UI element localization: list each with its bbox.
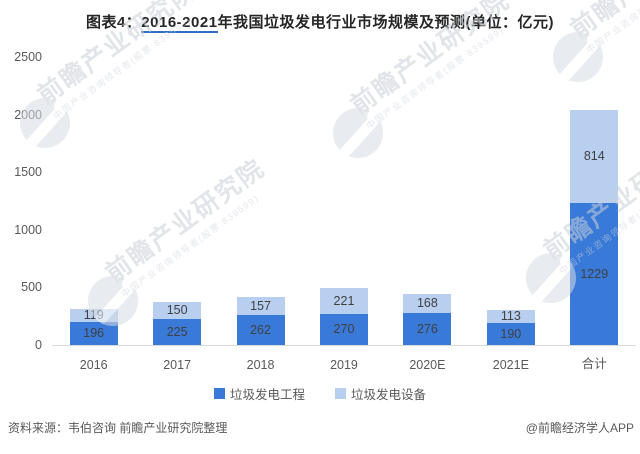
title-suffix: 年我国垃圾发电行业市场规模及预测(单位：亿元) xyxy=(217,14,555,31)
value-label: 814 xyxy=(583,149,605,164)
x-tick-label: 2017 xyxy=(163,358,192,372)
value-label: 1229 xyxy=(580,266,609,281)
title-year-range: 2016-2021 xyxy=(141,14,218,33)
y-tick-label: 0 xyxy=(35,338,42,352)
value-label: 196 xyxy=(83,326,105,341)
x-tick-label: 合计 xyxy=(581,357,607,371)
bar-segment-垃圾发电设备: 221 xyxy=(319,288,368,314)
legend-swatch-icon xyxy=(213,388,225,399)
bar-column: 221 270 2019 xyxy=(302,57,385,372)
bar-segment-垃圾发电工程: 276 xyxy=(403,313,452,345)
title-prefix: 图表4： xyxy=(85,14,142,31)
bar-segment-垃圾发电设备: 119 xyxy=(69,308,118,323)
y-tick-label: 2500 xyxy=(14,50,42,64)
stacked-bar: 119 196 xyxy=(69,308,118,345)
plot-area: 119 196 2016 150 225 2017 157 262 2018 221 270 2019… xyxy=(52,57,636,372)
legend-label: 垃圾发电工程 xyxy=(229,388,305,402)
chart-title: 图表4：2016-2021年我国垃圾发电行业市场规模及预测(单位：亿元) xyxy=(0,11,640,33)
value-label: 262 xyxy=(250,322,271,337)
x-tick-label: 2018 xyxy=(246,358,275,372)
stacked-bar: 113 190 xyxy=(486,309,535,345)
value-label: 119 xyxy=(83,308,104,323)
x-tick-label: 2016 xyxy=(79,358,108,372)
x-tick-label: 2020E xyxy=(409,358,446,372)
legend-item-垃圾发电工程: 垃圾发电工程 xyxy=(213,384,305,403)
y-tick-label: 1000 xyxy=(14,222,42,237)
y-tick-label: 2000 xyxy=(14,107,42,122)
x-tick-label: 2019 xyxy=(330,358,358,372)
bar-segment-垃圾发电设备: 157 xyxy=(236,296,285,315)
value-label: 157 xyxy=(250,298,271,313)
bar-column: 113 190 2021E xyxy=(469,57,552,372)
bar-column: 150 225 2017 xyxy=(135,57,218,372)
value-label: 270 xyxy=(333,322,355,337)
bar-segment-垃圾发电设备: 113 xyxy=(486,309,535,324)
stacked-bar: 221 270 xyxy=(319,288,368,345)
value-label: 276 xyxy=(416,321,438,336)
y-tick-label: 500 xyxy=(21,280,42,295)
legend-item-垃圾发电设备: 垃圾发电设备 xyxy=(335,384,426,403)
value-label: 190 xyxy=(500,326,522,341)
bar-column: 814 1229 合计 xyxy=(553,57,636,371)
bar-segment-垃圾发电设备: 814 xyxy=(570,109,619,204)
legend: 垃圾发电工程 垃圾发电设备 xyxy=(0,384,640,403)
credit-note: @前瞻经济学人APP xyxy=(525,421,634,435)
bar-segment-垃圾发电工程: 190 xyxy=(486,323,535,345)
value-label: 150 xyxy=(166,303,188,318)
bar-segment-垃圾发电工程: 196 xyxy=(69,322,118,345)
x-tick-label: 2021E xyxy=(492,358,529,372)
value-label: 113 xyxy=(500,309,521,324)
bar-segment-垃圾发电工程: 225 xyxy=(153,319,202,345)
bar-column: 119 196 2016 xyxy=(52,57,135,372)
stacked-bar: 157 262 xyxy=(236,296,285,345)
bar-segment-垃圾发电工程: 262 xyxy=(236,314,285,345)
value-label: 221 xyxy=(333,293,355,308)
value-label: 168 xyxy=(416,296,438,311)
y-tick-label: 1500 xyxy=(14,165,42,180)
source-note: 资料来源：韦伯咨询 前瞻产业研究院整理 xyxy=(8,421,228,435)
stacked-bar: 168 276 xyxy=(403,293,452,345)
bar-segment-垃圾发电设备: 168 xyxy=(403,293,452,314)
bar-column: 157 262 2018 xyxy=(219,57,302,372)
stacked-bar: 150 225 xyxy=(153,301,202,345)
bar-segment-垃圾发电工程: 1229 xyxy=(570,203,619,345)
stacked-bar: 814 1229 xyxy=(570,109,619,345)
bar-segment-垃圾发电设备: 150 xyxy=(153,301,202,320)
legend-swatch-icon xyxy=(335,388,346,399)
legend-label: 垃圾发电设备 xyxy=(351,388,427,402)
value-label: 225 xyxy=(166,324,188,339)
bar-column: 168 276 2020E xyxy=(386,57,469,372)
bar-segment-垃圾发电工程: 270 xyxy=(319,313,368,345)
